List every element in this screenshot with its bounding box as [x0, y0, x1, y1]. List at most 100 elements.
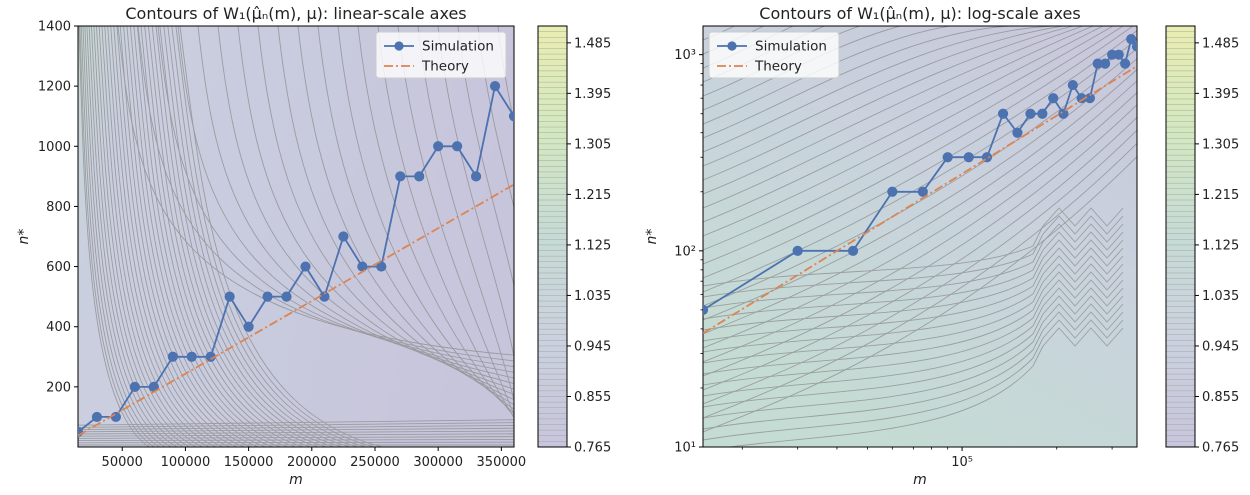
legend-swatch-marker — [727, 41, 737, 51]
contour-line — [703, 26, 1033, 125]
chart-title: Contours of W₁(μ̂ₙ(m), μ): log-scale axe… — [759, 4, 1080, 23]
contour-line — [703, 231, 1124, 320]
contour-line — [119, 26, 259, 447]
data-point — [917, 186, 928, 197]
contour-line — [703, 57, 1137, 321]
legend-swatch-marker — [394, 41, 404, 51]
contour-line — [98, 26, 210, 447]
data-point — [452, 141, 463, 152]
contour-line — [101, 26, 217, 447]
contour-line — [126, 26, 274, 447]
contour-line — [117, 26, 514, 356]
contour-line — [703, 142, 1137, 419]
legend-label: Theory — [421, 59, 469, 75]
contour-line — [397, 26, 514, 416]
contour-line — [703, 295, 1124, 408]
colorbar-tick-label: 1.125 — [1202, 238, 1239, 253]
data-point — [414, 171, 425, 182]
y-tick-label: 10² — [674, 244, 696, 259]
colorbar-tick-label: 1.305 — [574, 137, 611, 152]
series-group — [78, 81, 514, 438]
colorbar-tick-label: 1.305 — [1202, 137, 1239, 152]
colorbar-frame — [537, 25, 568, 448]
contour-line — [137, 26, 514, 362]
contour-line — [497, 26, 514, 124]
contour-background — [78, 26, 514, 447]
colorbar-tick-label: 1.035 — [1202, 289, 1239, 304]
contour-line — [703, 26, 1094, 209]
data-point — [129, 381, 140, 392]
contour-line — [703, 129, 1137, 405]
contour-line — [703, 26, 1064, 167]
contour-line — [417, 26, 514, 402]
contour-line — [703, 26, 1114, 237]
data-point — [508, 111, 514, 122]
series-group — [703, 34, 1137, 335]
y-axis-label: n* — [16, 229, 32, 245]
y-tick-label: 10¹ — [674, 441, 696, 456]
data-point — [300, 261, 311, 272]
data-point — [1126, 34, 1137, 45]
colorbar-tick-label: 0.765 — [574, 441, 611, 456]
contour-line — [133, 26, 289, 447]
contour-line — [703, 38, 1137, 293]
contour-line — [110, 26, 237, 447]
contour-line — [147, 26, 319, 447]
contour-line — [703, 26, 1074, 181]
y-axis-label: n* — [644, 229, 660, 245]
axis-ticks: 10⁵ 10¹ 10² 10³ — [674, 48, 1113, 470]
colorbar-tick-label: 1.035 — [574, 289, 611, 304]
plot-frame — [77, 25, 515, 448]
data-point — [1058, 108, 1069, 119]
contour-line — [78, 424, 514, 431]
x-tick-label: 250000 — [350, 455, 400, 470]
contour-line — [88, 26, 184, 447]
contour-line — [78, 436, 514, 439]
data-point — [942, 152, 953, 163]
contour-line — [703, 116, 1137, 391]
data-point — [470, 171, 482, 182]
contour-line — [80, 26, 160, 447]
contour-line — [703, 207, 1124, 287]
x-tick-label: 150000 — [224, 455, 274, 470]
y-tick-label: 10³ — [674, 48, 696, 63]
contour-line — [79, 26, 155, 447]
colorbar-fill — [1166, 26, 1195, 447]
data-point — [847, 245, 859, 256]
contour-line — [703, 255, 1124, 353]
data-point — [887, 186, 898, 197]
data-point — [1113, 49, 1124, 60]
colorbar-tick-label: 1.395 — [1202, 87, 1239, 102]
contour-line — [703, 26, 1124, 251]
contour-background — [703, 26, 1137, 447]
chart-log-scale: 10⁵ 10¹ 10² 10³ m n* Contours of W₁(μ̂ₙ(m), μ)… — [644, 4, 1239, 488]
colorbar-tick-label: 0.855 — [1202, 390, 1239, 405]
colorbar-tick-label: 0.765 — [1202, 441, 1239, 456]
legend: Simulation Theory — [375, 31, 507, 79]
contour-line — [277, 26, 514, 400]
x-axis-label: m — [913, 472, 927, 488]
chart-linear-scale: 50000 100000 150000 200000 250000 300000 35000… — [16, 4, 611, 488]
legend-label: Theory — [754, 59, 802, 75]
data-point — [186, 351, 197, 362]
contour-line — [703, 303, 1124, 419]
x-tick-label: 300000 — [413, 455, 463, 470]
contour-line — [78, 430, 514, 435]
contour-lines — [78, 26, 514, 447]
contour-line — [703, 287, 1124, 397]
data-point — [376, 261, 387, 272]
contour-line — [116, 26, 252, 447]
contour-line — [726, 327, 1124, 447]
data-point — [110, 411, 122, 423]
contour-line — [78, 441, 514, 444]
data-point — [243, 321, 254, 332]
colorbar-tick-label: 1.395 — [574, 87, 611, 102]
data-point — [433, 141, 444, 152]
x-tick-label: 350000 — [477, 455, 527, 470]
contour-line — [78, 422, 514, 428]
contour-line — [477, 26, 514, 210]
data-point — [792, 245, 803, 256]
contour-line — [703, 30, 1137, 279]
contour-line — [123, 26, 266, 447]
